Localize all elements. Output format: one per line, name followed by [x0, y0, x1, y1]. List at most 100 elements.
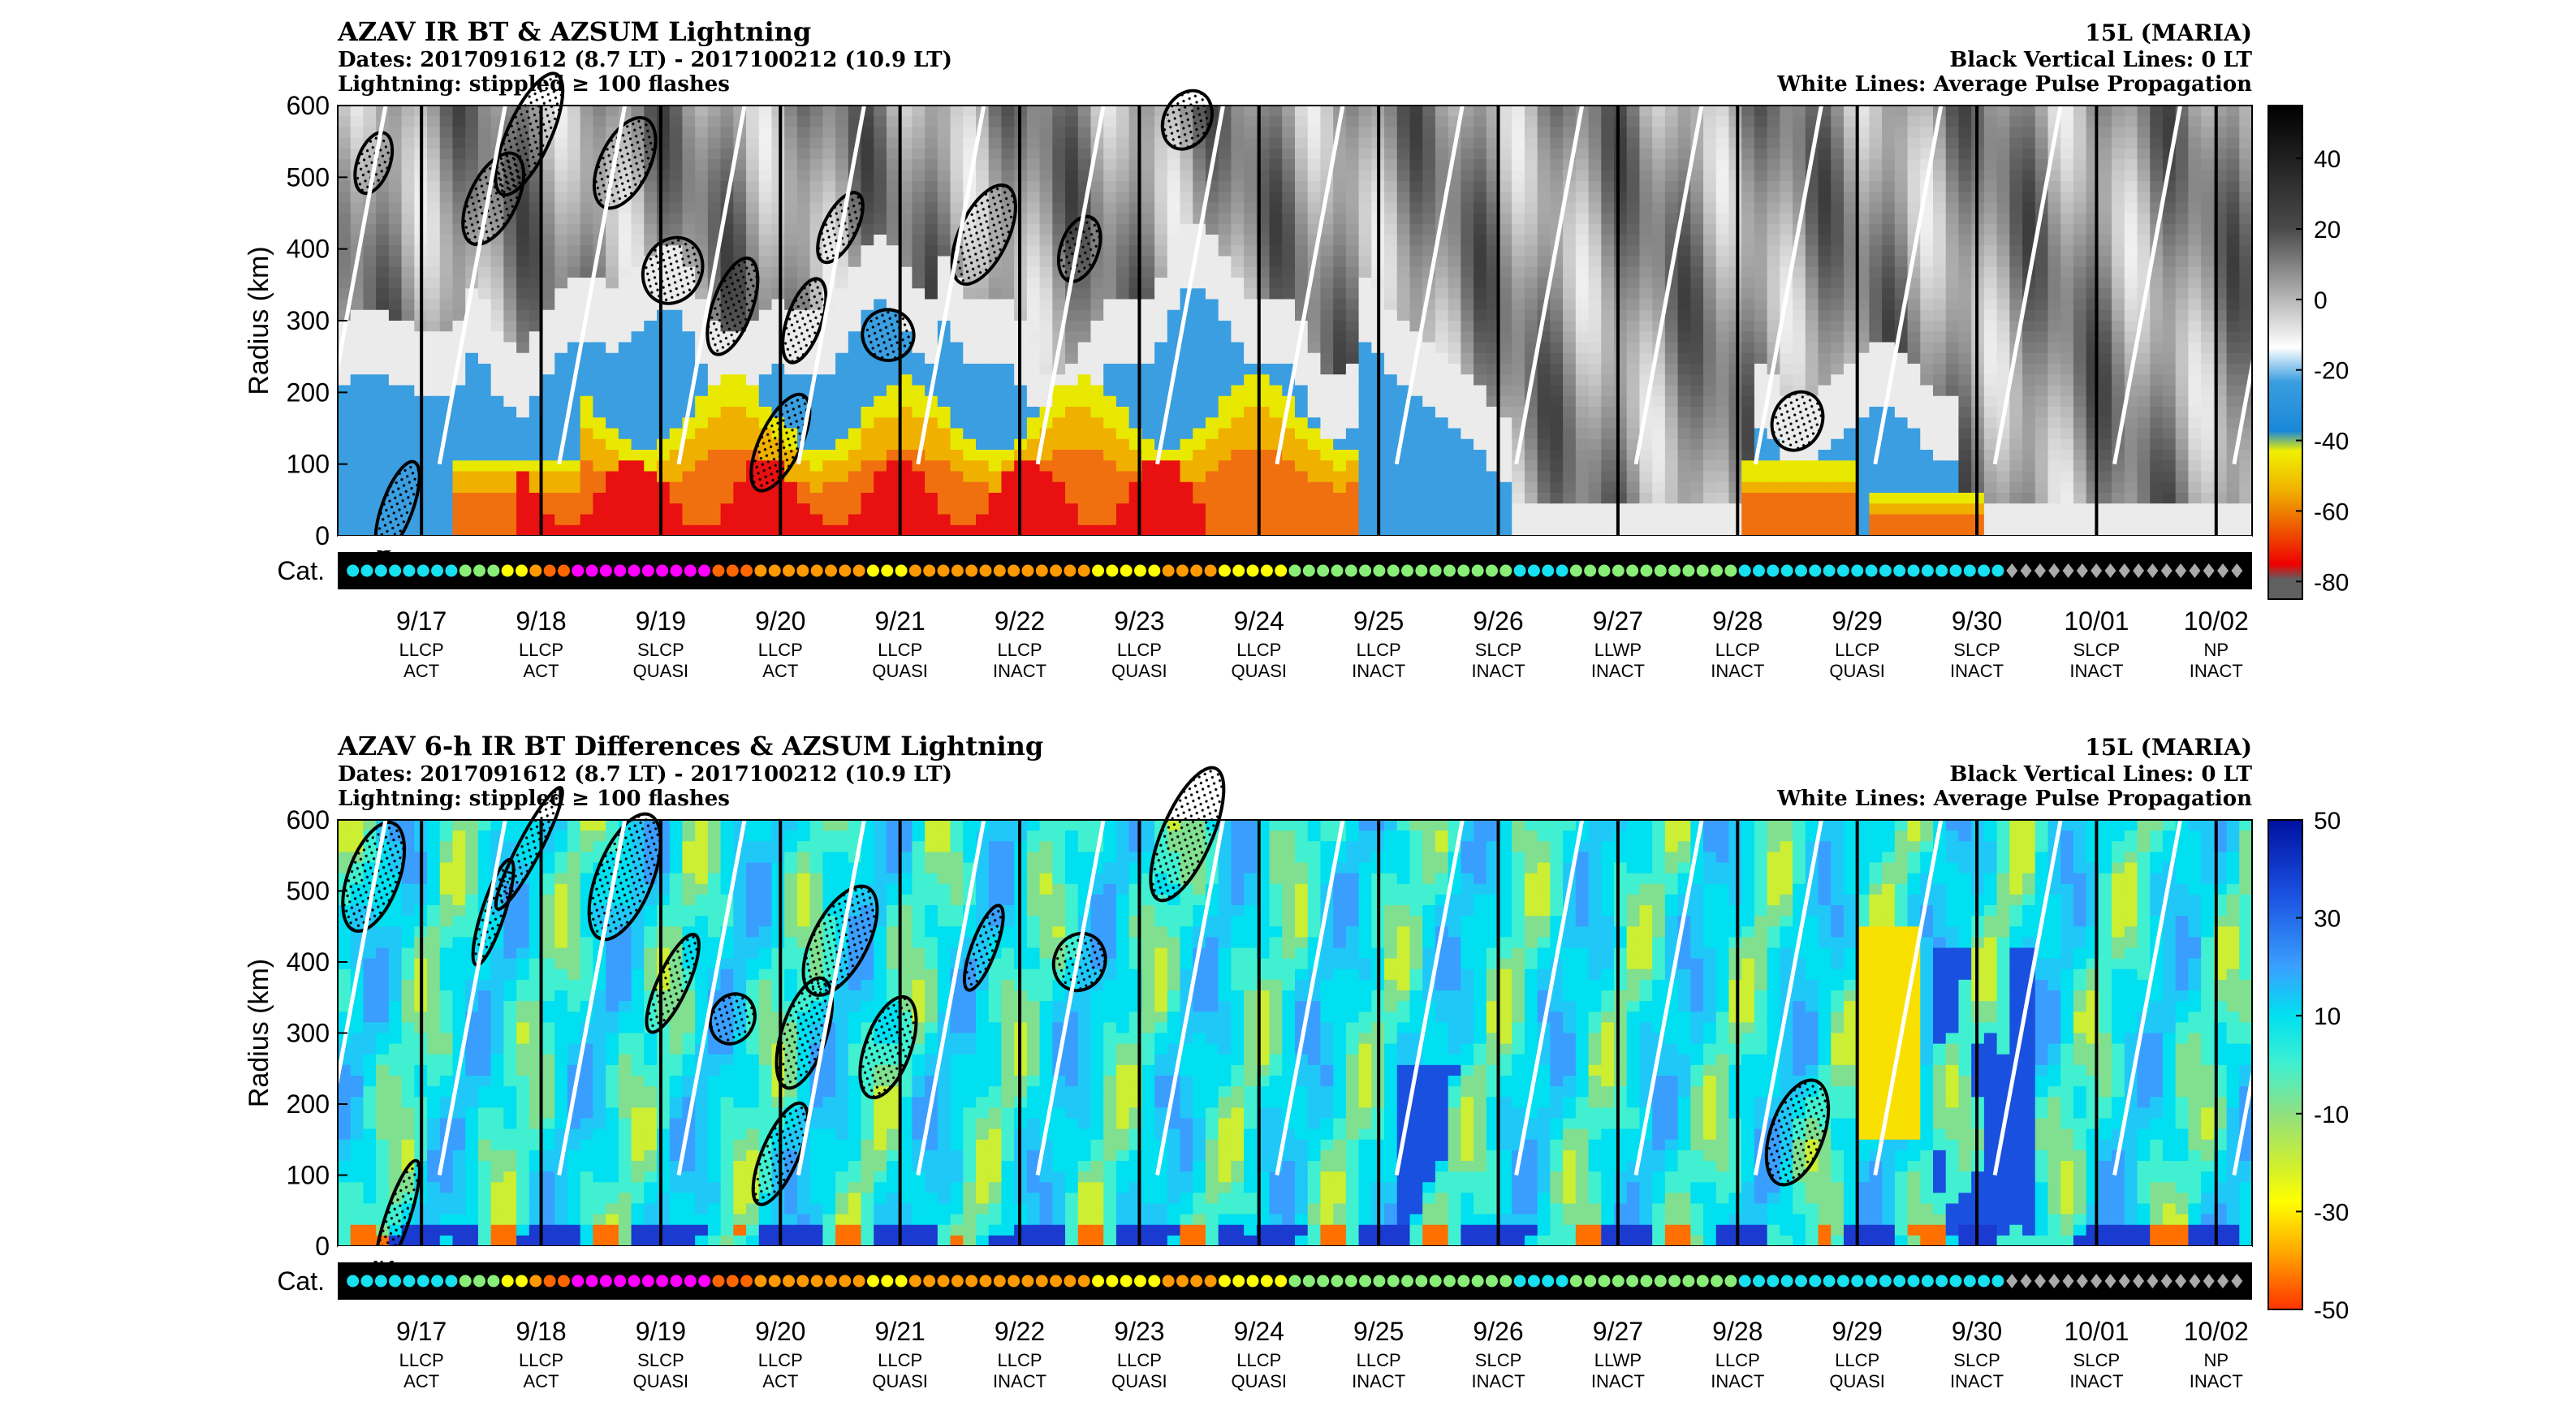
category-marker — [2076, 563, 2088, 578]
category-marker — [543, 1275, 556, 1288]
category-marker — [1485, 564, 1498, 577]
category-marker — [431, 1275, 444, 1288]
category-marker — [1302, 1275, 1315, 1288]
category-marker — [881, 564, 894, 577]
pulse-class-label: SLCP — [1475, 1350, 1521, 1370]
category-marker — [1640, 564, 1653, 577]
category-marker — [2217, 563, 2229, 578]
category-marker — [1008, 1275, 1020, 1288]
pulse-class-label: LLWP — [1594, 640, 1642, 660]
y-tick-label: 500 — [287, 162, 330, 192]
category-marker — [670, 1275, 683, 1288]
category-marker — [374, 564, 387, 577]
category-marker — [1949, 564, 1962, 577]
category-marker — [1794, 564, 1807, 577]
category-marker — [754, 564, 767, 577]
category-marker — [389, 1275, 402, 1288]
y-tick-label: 0 — [315, 1232, 330, 1261]
pulse-class-label: LLCP — [399, 1350, 444, 1370]
category-marker — [1612, 1275, 1625, 1288]
date-label: 9/18 — [516, 1317, 566, 1346]
category-marker — [1457, 1275, 1470, 1288]
y-tick-label: 600 — [287, 91, 330, 120]
pulse-state-label: ACT — [403, 661, 439, 681]
pulse-class-label: LLCP — [1715, 640, 1760, 660]
category-marker — [796, 564, 809, 577]
category-marker — [993, 1275, 1006, 1288]
category-marker — [1077, 1275, 1090, 1288]
category-marker — [1584, 564, 1597, 577]
colorbar-tick-label: 30 — [2314, 906, 2341, 933]
category-marker — [881, 1275, 894, 1288]
category-marker — [866, 1275, 879, 1288]
category-marker — [1120, 564, 1133, 577]
date-label: 9/20 — [755, 606, 805, 636]
category-marker — [908, 1275, 921, 1288]
category-marker — [1668, 1275, 1681, 1288]
category-marker — [641, 564, 654, 577]
category-marker — [515, 1275, 528, 1288]
category-marker — [726, 1275, 739, 1288]
category-marker — [1556, 564, 1568, 577]
pulse-class-label: LLCP — [1236, 640, 1281, 660]
category-marker — [389, 564, 402, 577]
category-marker — [852, 1275, 865, 1288]
date-label: 9/22 — [995, 1317, 1045, 1346]
pulse-state-label: QUASI — [872, 661, 927, 681]
category-marker — [1738, 564, 1751, 577]
category-marker — [360, 1275, 373, 1288]
pulse-state-label: INACT — [1591, 661, 1645, 681]
colorbar-tick-label: 50 — [2314, 808, 2341, 835]
heatmap-field — [338, 820, 2253, 1247]
category-marker — [1190, 564, 1203, 577]
category-marker — [1836, 1275, 1849, 1288]
category-marker — [2133, 563, 2145, 578]
pulse-state-label: INACT — [2069, 661, 2123, 681]
colorbar — [2267, 105, 2303, 600]
category-marker — [1569, 564, 1582, 577]
y-tick-label: 200 — [287, 1089, 330, 1119]
date-label: 9/30 — [1952, 606, 2002, 636]
category-marker — [1626, 564, 1639, 577]
category-marker — [923, 564, 936, 577]
category-marker — [810, 1275, 823, 1288]
category-marker — [1218, 564, 1231, 577]
pulse-class-label: SLCP — [2073, 640, 2120, 660]
category-marker — [712, 564, 725, 577]
category-marker — [1148, 564, 1161, 577]
category-marker — [599, 564, 612, 577]
category-marker — [2189, 1274, 2201, 1288]
category-marker — [783, 1275, 796, 1288]
date-label: 9/23 — [1114, 1317, 1164, 1346]
colorbar-tick-label: -20 — [2314, 358, 2349, 385]
colorbar-tick-label: 0 — [2314, 287, 2328, 314]
category-marker — [908, 564, 921, 577]
category-marker — [487, 1275, 500, 1288]
zero-lt-lines — [420, 106, 2218, 536]
pulse-class-label: LLCP — [998, 640, 1042, 660]
pulse-class-label: LLCP — [1835, 1350, 1879, 1370]
pulse-class-label: SLCP — [637, 1350, 684, 1370]
category-marker — [1556, 1275, 1568, 1288]
category-marker — [1753, 564, 1766, 577]
category-marker — [1260, 1275, 1273, 1288]
category-marker — [543, 564, 556, 577]
category-marker — [698, 1275, 711, 1288]
category-marker — [1963, 564, 1976, 577]
pulse-class-label: SLCP — [1953, 640, 2000, 660]
category-marker — [1612, 564, 1625, 577]
pulse-state-label: QUASI — [1232, 1371, 1287, 1391]
category-label: Cat. — [277, 556, 325, 585]
category-marker — [1443, 1275, 1456, 1288]
chart-subtitle: Dates: 2017091612 (8.7 LT) - 2017100212 … — [338, 48, 952, 72]
category-marker — [1963, 1275, 1976, 1288]
pulse-class-label: SLCP — [637, 640, 684, 660]
category-marker — [698, 564, 711, 577]
category-marker — [360, 564, 373, 577]
category-marker — [2203, 1274, 2215, 1288]
y-tick-label: 200 — [287, 377, 330, 407]
pulse-class-label: LLCP — [1835, 640, 1879, 660]
pulse-state-label: INACT — [1352, 661, 1405, 681]
category-marker — [2203, 563, 2215, 578]
